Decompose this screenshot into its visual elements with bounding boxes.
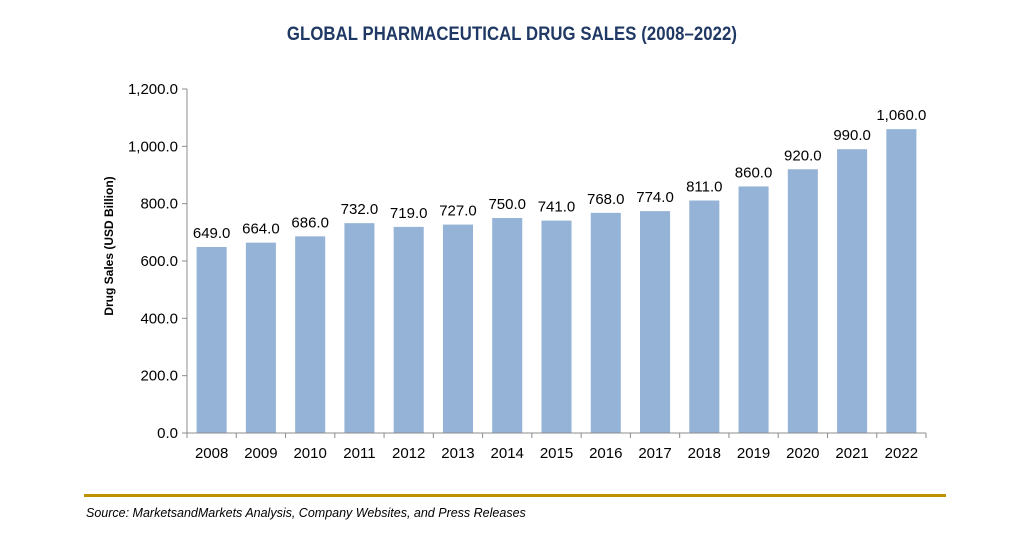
- bar-2014: [492, 218, 523, 433]
- x-tick-label-2021: 2021: [835, 445, 868, 462]
- y-axis-label: Drug Sales (USD Billion): [102, 176, 116, 315]
- x-tick-label-2016: 2016: [589, 445, 622, 462]
- data-label-2017: 774.0: [636, 189, 674, 206]
- source-note: Source: MarketsandMarkets Analysis, Comp…: [86, 506, 526, 520]
- data-label-2022: 1,060.0: [876, 107, 926, 124]
- bar-2021: [837, 149, 868, 433]
- x-tick-label-2018: 2018: [688, 445, 721, 462]
- x-tick-label-2008: 2008: [195, 445, 228, 462]
- x-tick-label-2010: 2010: [293, 445, 326, 462]
- y-tick-label: 400.0: [140, 310, 178, 327]
- bar-2020: [787, 169, 818, 433]
- data-label-2021: 990.0: [833, 127, 871, 144]
- divider: [84, 494, 946, 497]
- bar-2010: [295, 236, 326, 433]
- data-label-2015: 741.0: [538, 199, 576, 216]
- data-label-2020: 920.0: [784, 147, 822, 164]
- x-tick-label-2013: 2013: [441, 445, 474, 462]
- x-tick-label-2017: 2017: [638, 445, 671, 462]
- x-tick-label-2020: 2020: [786, 445, 819, 462]
- bar-2012: [393, 226, 424, 433]
- bar-2011: [344, 223, 375, 433]
- data-label-2018: 811.0: [686, 179, 722, 196]
- chart-title: GLOBAL PHARMACEUTICAL DRUG SALES (2008–2…: [286, 24, 738, 45]
- y-tick-label: 600.0: [140, 253, 178, 270]
- data-label-2016: 768.0: [587, 191, 625, 208]
- bar-2008: [196, 246, 227, 433]
- data-label-2014: 750.0: [488, 196, 526, 213]
- data-label-2012: 719.0: [390, 205, 428, 222]
- x-tick-label-2014: 2014: [491, 445, 524, 462]
- data-label-2009: 664.0: [242, 221, 280, 238]
- x-tick-label-2009: 2009: [244, 445, 277, 462]
- bar-2017: [640, 211, 671, 433]
- data-label-2008: 649.0: [193, 225, 231, 242]
- x-tick-label-2012: 2012: [392, 445, 425, 462]
- data-label-2011: 732.0: [341, 201, 379, 218]
- x-tick-label-2022: 2022: [885, 445, 918, 462]
- bar-2022: [886, 129, 917, 433]
- x-tick-label-2019: 2019: [737, 445, 770, 462]
- x-tick-label-2011: 2011: [343, 445, 375, 462]
- y-axis-title: Drug Sales (USD Billion): [102, 176, 116, 315]
- data-label-2010: 686.0: [291, 214, 329, 231]
- bar-2013: [442, 224, 473, 433]
- y-tick-label: 800.0: [140, 196, 178, 213]
- bar-2018: [689, 200, 720, 433]
- bar-2009: [245, 242, 276, 433]
- data-label-2019: 860.0: [735, 164, 773, 181]
- data-label-2013: 727.0: [439, 203, 477, 220]
- bar-2015: [541, 220, 572, 433]
- y-tick-label: 1,000.0: [128, 138, 178, 155]
- y-tick-label: 0.0: [157, 425, 178, 442]
- x-tick-label-2015: 2015: [540, 445, 573, 462]
- y-tick-label: 1,200.0: [128, 81, 178, 98]
- bar-2016: [590, 212, 621, 433]
- y-tick-label: 200.0: [140, 368, 178, 385]
- bar-2019: [738, 186, 769, 433]
